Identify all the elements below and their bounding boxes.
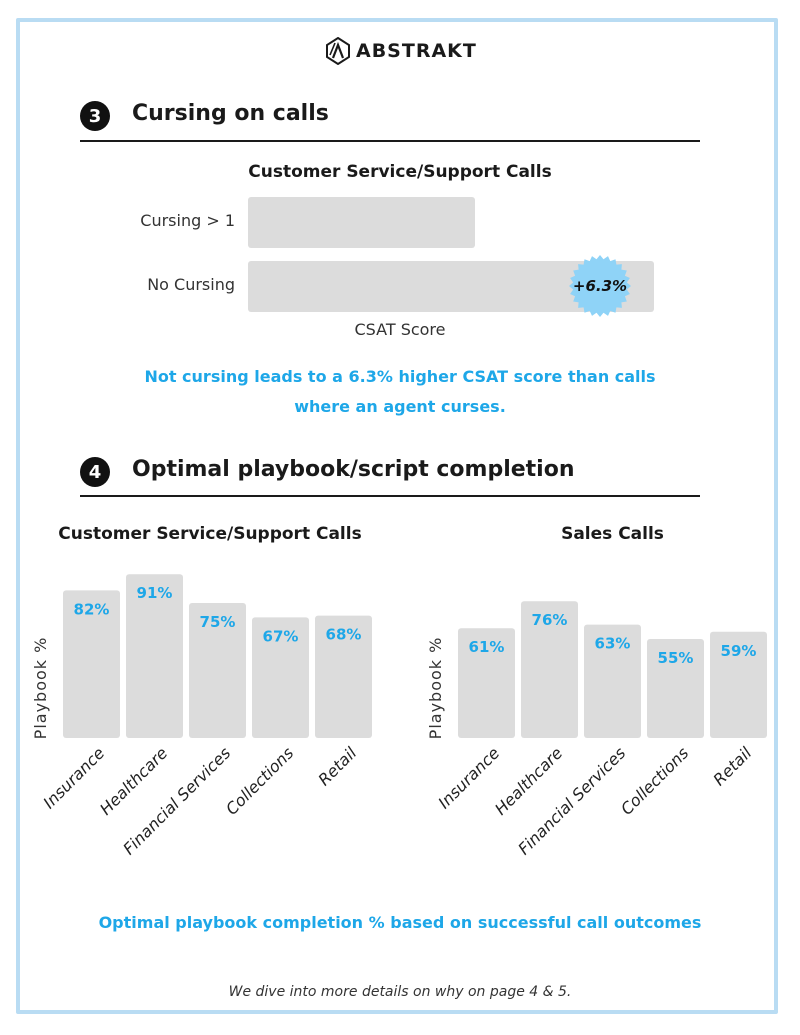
sales-chart-title: Sales Calls [561,524,664,544]
support-category-label-2: Financial Services [119,743,234,858]
csat-bar-label-0: Cursing > 1 [140,211,235,230]
csat-chart-title: Customer Service/Support Calls [248,162,552,182]
brand-name: ABSTRAKT [356,40,477,62]
support-data-label-3: 67% [263,627,299,645]
section-4-callout: Optimal playbook completion % based on s… [98,913,702,932]
sales-data-label-1: 76% [532,611,568,629]
section-4-title: Optimal playbook/script completion [132,457,575,482]
starburst-icon [569,255,631,317]
support-chart-title: Customer Service/Support Calls [58,524,362,544]
sales-bar-1 [521,601,578,738]
brand-logo: ABSTRAKT [326,36,477,66]
sales-y-axis-label: Playbook % [426,637,445,740]
section-4-rule [80,495,700,497]
support-data-label-1: 91% [137,584,173,602]
support-bar-3 [252,617,309,738]
section-3-callout-line2: where an agent curses. [294,397,506,416]
csat-uplift-badge: +6.3% [569,255,631,317]
section-3-callout-line1: Not cursing leads to a 6.3% higher CSAT … [144,367,656,386]
abstrakt-logo-icon [326,37,350,65]
sales-data-label-3: 55% [658,649,694,667]
support-data-label-2: 75% [200,613,236,631]
csat-uplift-value: +6.3% [572,277,628,295]
csat-axis-label: CSAT Score [354,320,446,339]
csat-bar-0 [248,197,476,248]
sales-category-label-4: Retail [709,743,755,789]
sales-category-label-2: Financial Services [514,743,629,858]
support-bar-2 [189,603,246,738]
section-4-number: 4 [80,457,110,487]
sales-bar-2 [584,624,641,738]
sales-playbook-chart: Playbook % 61%Insurance76%Healthcare63%Fi… [426,601,767,858]
support-data-label-0: 82% [74,600,110,618]
csat-bar-label-1: No Cursing [147,275,235,294]
sales-data-label-4: 59% [721,642,757,660]
sales-bar-3 [647,639,704,738]
page-frame [16,18,778,1014]
support-bar-0 [63,590,120,738]
section-3-title: Cursing on calls [132,101,329,126]
support-category-label-4: Retail [314,743,360,789]
sales-bar-0 [458,628,515,738]
support-playbook-chart: Playbook %82%Insurance91%Healthcare75%Fi… [31,574,372,858]
support-bar-4 [315,615,372,738]
section-3-number: 3 [80,101,110,131]
support-data-label-4: 68% [326,626,362,644]
support-category-label-3: Collections [222,743,297,818]
sales-bar-4 [710,631,767,738]
sales-data-label-2: 63% [595,635,631,653]
sales-data-label-0: 61% [469,638,505,656]
support-bar-1 [126,574,183,738]
sales-category-label-3: Collections [617,743,692,818]
section-3-rule [80,140,700,142]
support-y-axis-label: Playbook % [31,637,50,740]
footer-note: We dive into more details on why on page… [228,984,572,1000]
